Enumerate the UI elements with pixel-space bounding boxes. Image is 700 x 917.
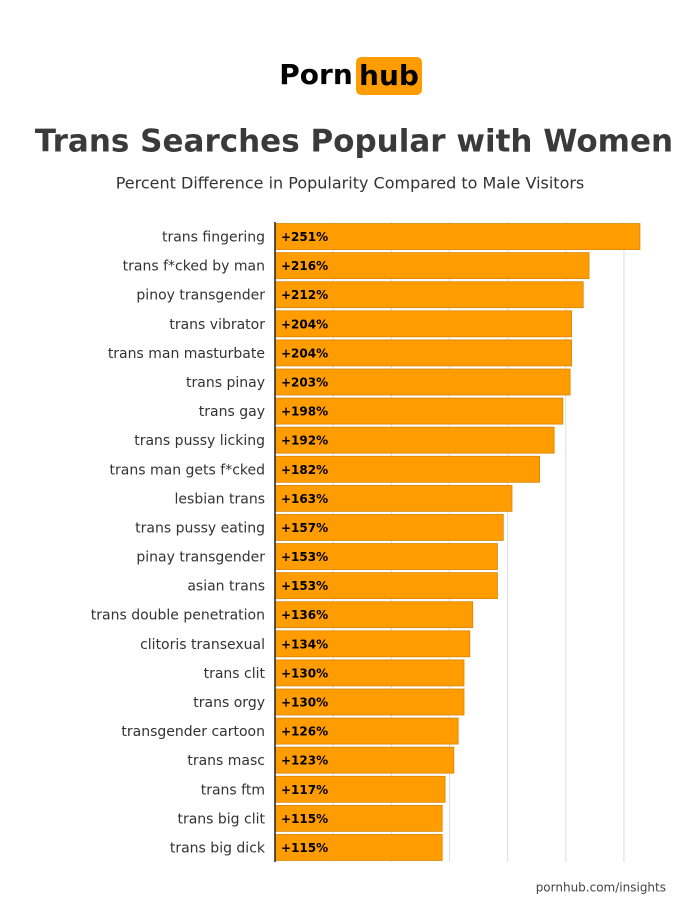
category-label: pinay transgender bbox=[136, 550, 265, 566]
footer: pornhub.com/insights bbox=[536, 881, 666, 895]
bar bbox=[274, 775, 446, 803]
category-label: trans fingering bbox=[162, 230, 265, 246]
value-label: +216% bbox=[281, 259, 328, 273]
category-label: trans gay bbox=[199, 404, 265, 420]
bar bbox=[274, 368, 571, 396]
value-label: +130% bbox=[281, 666, 328, 680]
value-label: +117% bbox=[281, 783, 328, 797]
bar bbox=[274, 804, 443, 832]
chart-subtitle: Percent Difference in Popularity Compare… bbox=[116, 174, 585, 193]
bar bbox=[274, 310, 572, 338]
value-label: +192% bbox=[281, 434, 328, 448]
value-label: +126% bbox=[281, 725, 328, 739]
logo-right: hub bbox=[359, 59, 419, 92]
category-label: asian trans bbox=[187, 579, 265, 595]
bar bbox=[274, 543, 498, 570]
category-label: clitoris transexual bbox=[140, 637, 265, 653]
category-label: trans double penetration bbox=[91, 608, 265, 624]
category-label: transgender cartoon bbox=[121, 724, 265, 740]
bar bbox=[274, 455, 541, 483]
category-label: trans clit bbox=[204, 666, 266, 682]
category-label: trans pussy eating bbox=[135, 520, 265, 536]
category-label: lesbian trans bbox=[175, 491, 265, 507]
category-label: trans orgy bbox=[193, 695, 265, 711]
value-label: +203% bbox=[281, 376, 328, 390]
category-label: trans pussy licking bbox=[134, 433, 265, 449]
bar bbox=[274, 746, 455, 774]
value-label: +153% bbox=[281, 550, 328, 564]
bar bbox=[274, 514, 504, 541]
value-label: +204% bbox=[281, 346, 328, 360]
logo-box bbox=[356, 57, 422, 95]
bar bbox=[274, 252, 590, 280]
category-label: trans ftm bbox=[201, 782, 265, 798]
category-label: trans masc bbox=[187, 753, 265, 769]
value-label: +157% bbox=[281, 521, 328, 535]
bar bbox=[274, 223, 641, 250]
category-label: trans pinay bbox=[186, 375, 265, 391]
category-label: trans f*cked by man bbox=[123, 259, 265, 275]
category-label: trans big dick bbox=[170, 840, 266, 856]
bar bbox=[274, 717, 459, 745]
value-label: +182% bbox=[281, 463, 328, 477]
bar bbox=[274, 572, 498, 600]
logo-left: Porn bbox=[279, 58, 353, 91]
bar bbox=[274, 601, 474, 629]
value-label: +134% bbox=[281, 637, 328, 651]
value-label: +115% bbox=[281, 841, 328, 855]
chart-title: Trans Searches Popular with Women bbox=[35, 124, 673, 160]
value-label: +163% bbox=[281, 492, 328, 506]
value-label: +136% bbox=[281, 608, 328, 622]
bar bbox=[274, 281, 584, 309]
value-label: +153% bbox=[281, 579, 328, 593]
bar bbox=[274, 484, 513, 512]
value-label: +130% bbox=[281, 696, 328, 710]
value-label: +204% bbox=[281, 317, 328, 331]
value-label: +251% bbox=[281, 230, 328, 244]
category-label: trans man gets f*cked bbox=[110, 462, 265, 478]
category-label: trans big clit bbox=[177, 811, 265, 827]
value-label: +212% bbox=[281, 288, 328, 302]
category-label: trans man masturbate bbox=[108, 346, 265, 362]
category-label: pinoy transgender bbox=[136, 288, 265, 304]
category-label: trans vibrator bbox=[169, 317, 265, 333]
value-label: +123% bbox=[281, 754, 328, 768]
value-label: +198% bbox=[281, 405, 328, 419]
value-label: +115% bbox=[281, 812, 328, 826]
bar bbox=[274, 834, 443, 861]
